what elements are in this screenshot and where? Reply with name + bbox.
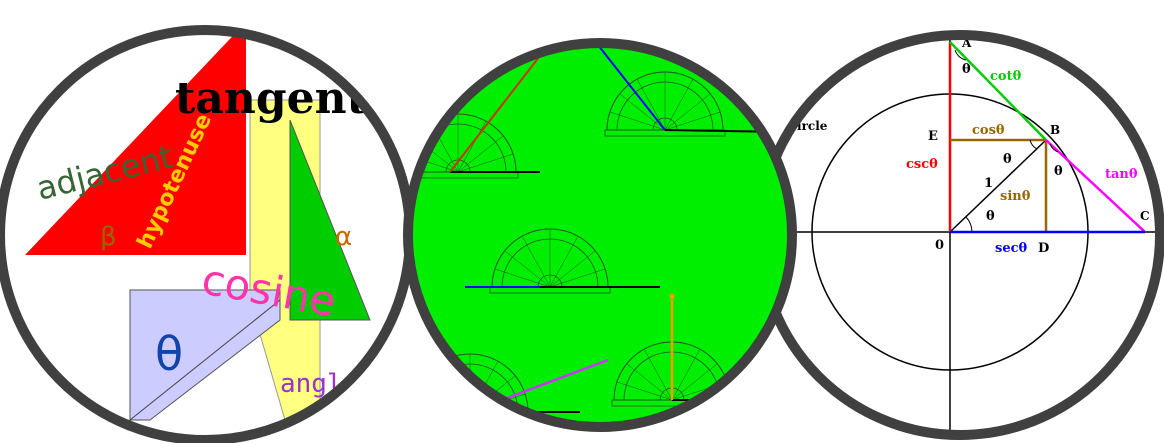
theta-o: θ — [986, 209, 995, 224]
lens-protractors — [403, 38, 797, 432]
label-d: D — [1038, 241, 1049, 256]
label-a: A — [961, 36, 972, 50]
theta-b: θ — [1003, 152, 1012, 167]
label-e: E — [928, 129, 938, 144]
label-c: C — [1140, 209, 1150, 223]
label-sin: sinθ — [1000, 189, 1031, 204]
blue-square — [129, 289, 281, 421]
symbol-theta: θ — [155, 327, 183, 381]
symbol-alpha: α — [335, 222, 352, 252]
symbol-beta: β — [100, 222, 117, 252]
label-tan: tanθ — [1105, 167, 1138, 182]
label-cot: cotθ — [990, 69, 1022, 84]
lens-trig-words: tangent adjacent hypotenuse β α cosine θ… — [0, 25, 415, 443]
label-b: B — [1050, 123, 1060, 137]
label-cos: cosθ — [972, 123, 1005, 138]
label-origin: 0 — [935, 238, 944, 253]
red-triangle — [25, 30, 246, 255]
label-one: 1 — [984, 176, 993, 191]
label-csc: cscθ — [906, 157, 938, 172]
theta-b2: θ — [1054, 164, 1063, 179]
theta-a: θ — [962, 62, 971, 77]
label-sec: secθ — [995, 241, 1028, 256]
lens-unit-circle: A θ cotθ t circle E cosθ B cscθ θ θ tanθ… — [755, 30, 1164, 440]
green-triangle — [289, 119, 371, 321]
